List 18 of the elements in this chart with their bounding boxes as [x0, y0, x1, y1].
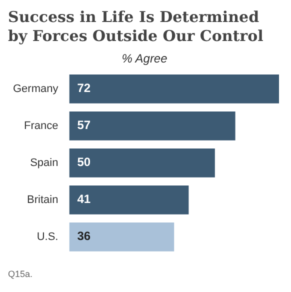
bar	[69, 185, 189, 214]
y-tick-label: Spain	[30, 156, 58, 169]
bar	[69, 111, 236, 140]
data-label: 57	[77, 118, 91, 132]
y-tick-label: Germany	[12, 82, 59, 95]
text: Q15a.	[8, 269, 34, 279]
bar	[69, 148, 215, 178]
data-label: 36	[77, 229, 91, 244]
bar	[69, 222, 174, 252]
y-tick-label: Britain	[27, 194, 58, 206]
chart-title: Success in Life Is Determined by Forces Outside Our Control	[8, 8, 264, 46]
data-label: 72	[77, 81, 91, 96]
data-label: 41	[77, 192, 91, 206]
y-tick-label: France	[24, 120, 58, 132]
data-label: 50	[77, 155, 91, 170]
chart-subtitle: % Agree	[122, 52, 168, 66]
y-tick-label: U.S.	[36, 230, 58, 243]
bar	[69, 74, 279, 104]
